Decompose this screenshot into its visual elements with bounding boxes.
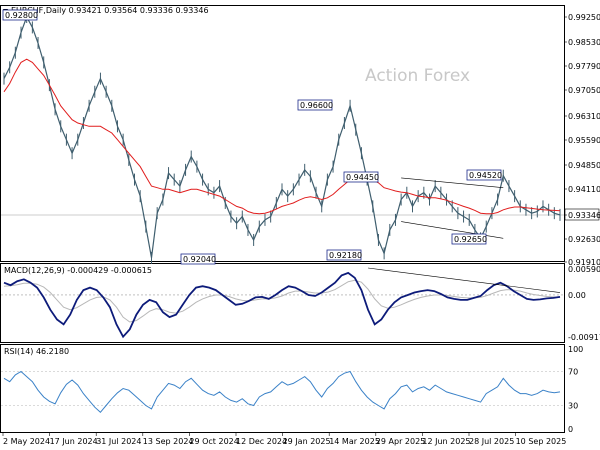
macd-y-tick-label: -0.009175 (568, 333, 600, 342)
price-annotation-label: 0.92180 (329, 251, 362, 260)
price-annotation-box (466, 169, 502, 181)
main-y-tick-label: 0.95590 (568, 136, 600, 145)
rsi-y-tick-label: 0 (568, 425, 573, 434)
rsi-line (3, 370, 561, 414)
main-y-tick-label: 0.94850 (568, 161, 600, 170)
x-tick-label: 10 Sep 2025 (516, 437, 567, 446)
rsi-panel-frame (0, 344, 565, 433)
moving-average-line (3, 58, 561, 215)
main-y-tick-label: 0.99250 (568, 13, 600, 22)
price-annotation-box (2, 9, 38, 21)
price-annotation-box (297, 99, 333, 111)
macd-y-tick-label: 0.00 (568, 291, 586, 300)
x-tick-label: 29 Jan 2025 (283, 437, 331, 446)
price-annotation-label: 0.94520 (469, 171, 502, 180)
x-tick-label: 29 Apr 2025 (376, 437, 425, 446)
main-y-tick-label: 0.97050 (568, 86, 600, 95)
price-annotation-label: 0.92040 (183, 255, 216, 264)
price-annotation-label: 0.92650 (454, 235, 487, 244)
macd-trendline (368, 267, 561, 293)
rsi-y-tick-label: 30 (568, 402, 578, 411)
rsi-label: RSI(14) 46.2180 (4, 347, 69, 356)
main-y-tick-label: 0.96310 (568, 112, 600, 121)
main-y-tick-label: 0.98530 (568, 38, 600, 47)
series-layer (3, 11, 561, 414)
main-y-tick-label: 0.97790 (568, 62, 600, 71)
x-tick-label: 13 Sep 2024 (143, 437, 194, 446)
main-title: EURCHF,Daily 0.93421 0.93564 0.93336 0.9… (11, 6, 209, 15)
macd-label: MACD(12,26,9) -0.000429 -0.000615 (4, 266, 152, 275)
main-y-tick-label: 0.93346 (568, 211, 600, 220)
main-panel-frame (0, 5, 565, 262)
x-tick-label: 31 Jul 2024 (96, 437, 141, 446)
main-y-tick-label: 0.91910 (568, 258, 600, 267)
price-annotation-label: 0.94450 (346, 173, 379, 182)
macd-y-tick-label: 0.005907 (568, 265, 600, 274)
macd-line (3, 271, 561, 339)
axis-layer: 0.99250 0.98530 0.97790 0.97050 0.96310 0.955… (2, 13, 600, 446)
x-tick-label: 14 Mar 2025 (329, 437, 380, 446)
rsi-y-tick-label: 100 (568, 345, 583, 354)
rsi-y-tick-label: 70 (568, 368, 578, 377)
x-tick-label: 2 May 2024 (3, 437, 50, 446)
price-annotation-label: 0.92800 (5, 11, 38, 20)
annotation-layer: 0.92800 0.96600 0.94450 0.94520 0.92040 0.921… (2, 9, 561, 293)
price-series-line (3, 15, 561, 258)
x-tick-label: 12 Jun 2025 (422, 437, 470, 446)
macd-signal-line (3, 279, 561, 323)
x-tick-label: 12 Dec 2024 (236, 437, 287, 446)
current-price-badge (564, 208, 600, 221)
main-y-tick-label: 0.94110 (568, 185, 600, 194)
grid-layer (1, 214, 564, 406)
x-tick-label: 29 Oct 2024 (189, 437, 238, 446)
macd-panel-frame (0, 263, 565, 343)
price-annotation-box (180, 253, 216, 265)
price-annotation-box (326, 249, 362, 261)
watermark: Action Forex (365, 66, 470, 86)
price-annotation-box (451, 233, 487, 245)
channel-upper-line (401, 177, 504, 189)
x-tick-label: 28 Jul 2025 (469, 437, 514, 446)
x-tick-label: 17 Jun 2024 (50, 437, 98, 446)
main-y-tick-label: 0.92630 (568, 235, 600, 244)
price-annotation-label: 0.96600 (300, 101, 333, 110)
price-annotation-box (343, 171, 379, 183)
